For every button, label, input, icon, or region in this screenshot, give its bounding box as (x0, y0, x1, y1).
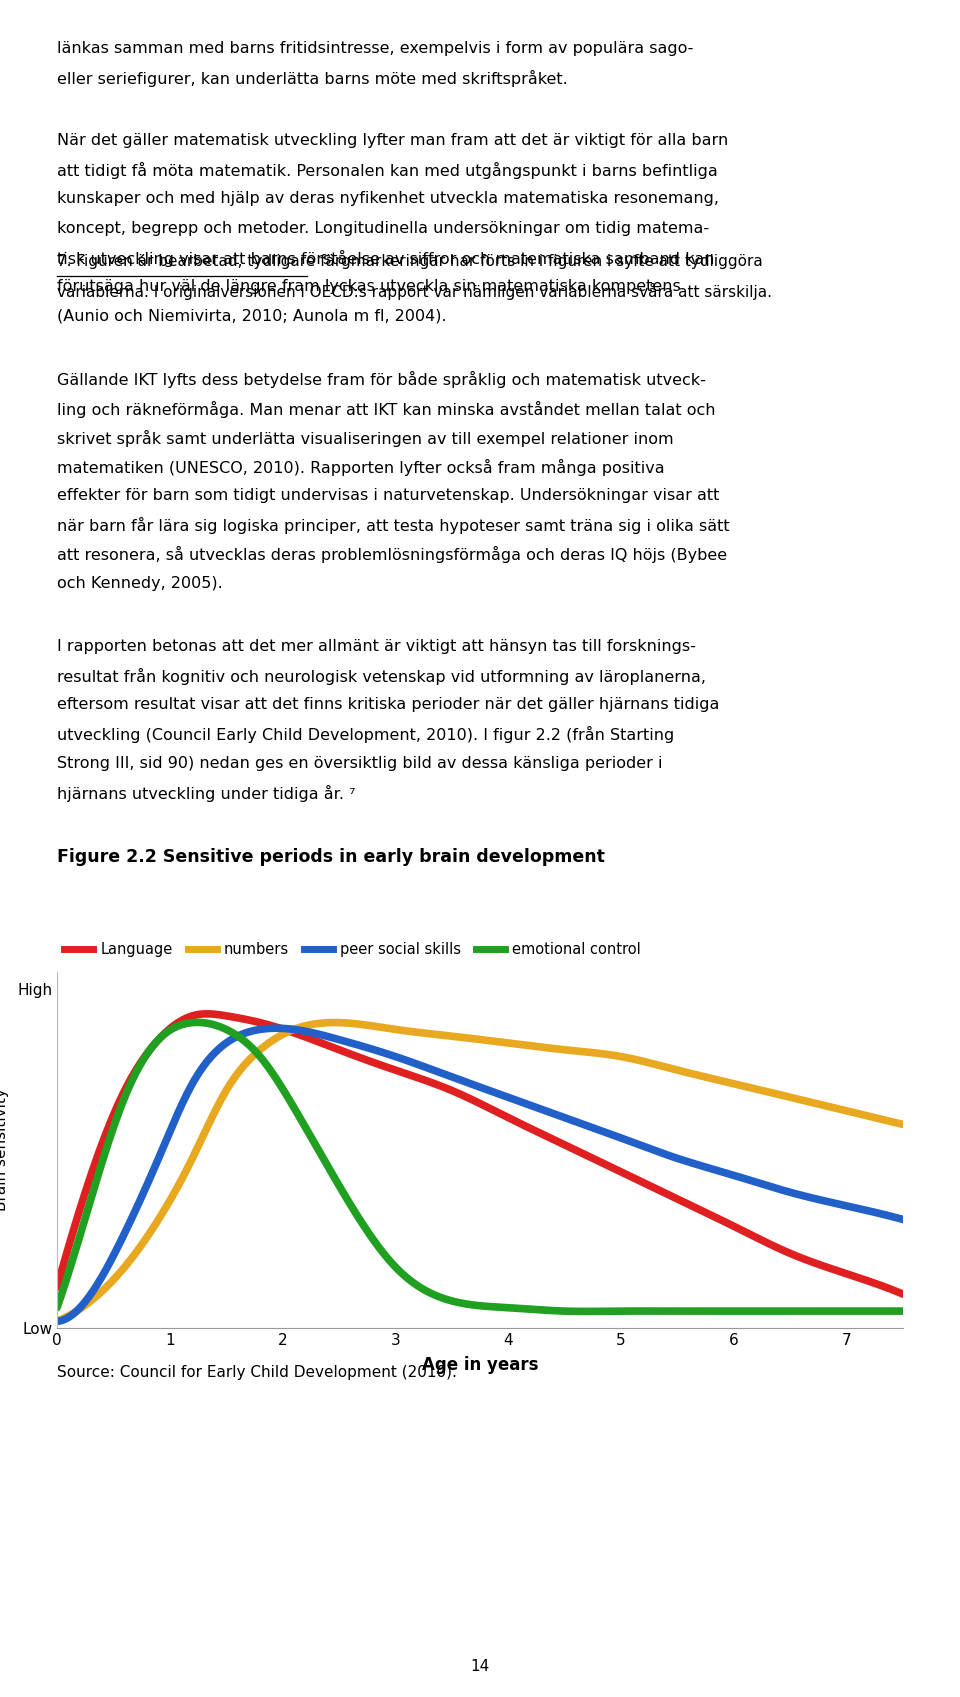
Y-axis label: Brain sensitivity: Brain sensitivity (0, 1088, 9, 1212)
Text: utveckling (Council Early Child Development, 2010). I figur 2.2 (från Starting: utveckling (Council Early Child Developm… (57, 726, 674, 743)
Legend: Language, numbers, peer social skills, emotional control: Language, numbers, peer social skills, e… (64, 942, 641, 957)
Text: eftersom resultat visar att det finns kritiska perioder när det gäller hjärnans : eftersom resultat visar att det finns kr… (57, 697, 719, 713)
Text: tisk utveckling visar att barns förståelse av siffror och matematiska samband ka: tisk utveckling visar att barns förståel… (57, 249, 714, 266)
Text: att resonera, så utvecklas deras problemlösningsförmåga och deras IQ höjs (Bybee: att resonera, så utvecklas deras problem… (57, 546, 727, 563)
X-axis label: Age in years: Age in years (421, 1356, 539, 1375)
Text: matematiken (UNESCO, 2010). Rapporten lyfter också fram många positiva: matematiken (UNESCO, 2010). Rapporten ly… (57, 458, 664, 475)
Text: skrivet språk samt underlätta visualiseringen av till exempel relationer inom: skrivet språk samt underlätta visualiser… (57, 429, 674, 446)
Text: variablerna. I originalversionen i OECD:s rapport var nämligen variablerna svåra: variablerna. I originalversionen i OECD:… (57, 283, 772, 300)
Text: ling och räkneförmåga. Man menar att IKT kan minska avståndet mellan talat och: ling och räkneförmåga. Man menar att IKT… (57, 400, 715, 417)
Text: resultat från kognitiv och neurologisk vetenskap vid utformning av läroplanerna,: resultat från kognitiv och neurologisk v… (57, 669, 706, 686)
Text: 7. Figuren är bearbetad, tydligare färgmarkeringar har förts in i figuren i syft: 7. Figuren är bearbetad, tydligare färgm… (57, 253, 763, 268)
Text: förutsäga hur väl de längre fram lyckas utveckla sin matematiska kompetens: förutsäga hur väl de längre fram lyckas … (57, 278, 681, 294)
Text: Gällande IKT lyfts dess betydelse fram för både språklig och matematisk utveck-: Gällande IKT lyfts dess betydelse fram f… (57, 372, 706, 389)
Text: att tidigt få möta matematik. Personalen kan med utgångspunkt i barns befintliga: att tidigt få möta matematik. Personalen… (57, 163, 718, 180)
Text: effekter för barn som tidigt undervisas i naturvetenskap. Undersökningar visar a: effekter för barn som tidigt undervisas … (57, 489, 719, 502)
Text: hjärnans utveckling under tidiga år. ⁷: hjärnans utveckling under tidiga år. ⁷ (57, 784, 355, 801)
Text: Strong III, sid 90) nedan ges en översiktlig bild av dessa känsliga perioder i: Strong III, sid 90) nedan ges en översik… (57, 755, 662, 770)
Text: När det gäller matematisk utveckling lyfter man fram att det är viktigt för alla: När det gäller matematisk utveckling lyf… (57, 132, 729, 148)
Text: kunskaper och med hjälp av deras nyfikenhet utveckla matematiska resonemang,: kunskaper och med hjälp av deras nyfiken… (57, 192, 719, 207)
Text: eller seriefigurer, kan underlätta barns möte med skriftspråket.: eller seriefigurer, kan underlätta barns… (57, 70, 567, 87)
Text: koncept, begrepp och metoder. Longitudinella undersökningar om tidig matema-: koncept, begrepp och metoder. Longitudin… (57, 221, 709, 236)
Text: när barn får lära sig logiska principer, att testa hypoteser samt träna sig i ol: när barn får lära sig logiska principer,… (57, 518, 730, 535)
Text: länkas samman med barns fritidsintresse, exempelvis i form av populära sago-: länkas samman med barns fritidsintresse,… (57, 41, 693, 56)
Text: Figure 2.2 Sensitive periods in early brain development: Figure 2.2 Sensitive periods in early br… (57, 848, 605, 865)
Text: (Aunio och Niemivirta, 2010; Aunola m fl, 2004).: (Aunio och Niemivirta, 2010; Aunola m fl… (57, 309, 446, 322)
Text: Source: Council for Early Child Development (2010).: Source: Council for Early Child Developm… (57, 1366, 457, 1380)
Text: och Kennedy, 2005).: och Kennedy, 2005). (57, 575, 223, 591)
Text: I rapporten betonas att det mer allmänt är viktigt att hänsyn tas till forskning: I rapporten betonas att det mer allmänt … (57, 638, 696, 653)
Text: 14: 14 (470, 1660, 490, 1673)
